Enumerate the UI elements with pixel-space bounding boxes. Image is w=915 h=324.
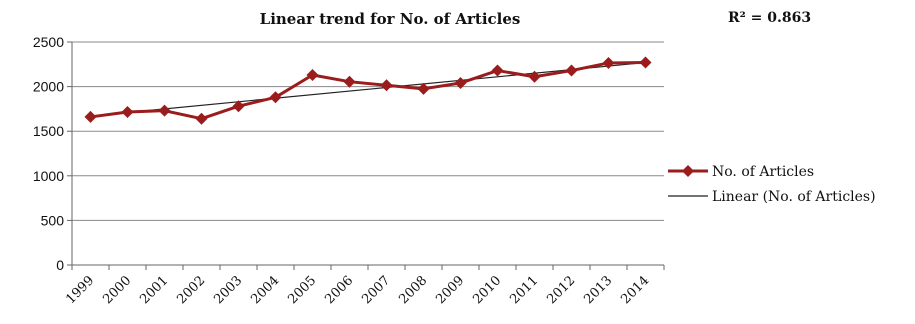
data-point-2003 xyxy=(232,100,245,113)
series-line-articles xyxy=(90,61,646,121)
data-point-2008 xyxy=(417,82,430,95)
x-axis-ticks: 1999 2000 2001 2002 2003 2004 2005 2006 2007 2008… xyxy=(63,265,665,307)
y-tick-label: 2000 xyxy=(33,79,64,95)
data-point-2000 xyxy=(121,106,134,119)
y-tick-label: 1500 xyxy=(33,123,64,139)
y-tick-label: 500 xyxy=(41,212,65,228)
x-tick-label: 2006 xyxy=(322,273,356,307)
r-squared-annotation: R² = 0.863 xyxy=(728,10,811,26)
x-tick-label: 2014 xyxy=(618,273,652,307)
gridlines xyxy=(72,41,664,221)
data-point-2005 xyxy=(306,69,319,82)
x-tick-label: 2005 xyxy=(285,273,319,307)
legend-label-articles: No. of Articles xyxy=(712,164,814,180)
data-point-2001 xyxy=(158,104,171,117)
x-tick-label: 2000 xyxy=(100,273,134,307)
data-point-1999 xyxy=(84,110,97,123)
data-point-2007 xyxy=(380,79,393,92)
x-tick-label: 2004 xyxy=(248,273,282,307)
legend-marker-articles xyxy=(682,165,694,177)
x-tick-label: 2010 xyxy=(470,273,504,307)
x-tick-label: 2011 xyxy=(507,273,541,307)
x-tick-label: 2012 xyxy=(544,273,578,307)
legend: No. of Articles Linear (No. of Articles) xyxy=(668,164,876,205)
chart-title: Linear trend for No. of Articles xyxy=(260,10,521,28)
y-axis-ticks: 0 500 1000 1500 2000 2500 xyxy=(33,34,72,273)
trendline-layer xyxy=(90,61,646,117)
data-point-2011 xyxy=(528,70,541,83)
x-tick-label: 2001 xyxy=(137,273,171,307)
y-tick-label: 1000 xyxy=(33,168,64,184)
data-point-2013 xyxy=(602,56,615,69)
legend-label-linear: Linear (No. of Articles) xyxy=(712,189,876,205)
data-point-2014 xyxy=(639,56,652,69)
x-tick-label: 2008 xyxy=(396,273,430,307)
data-point-2004 xyxy=(269,91,282,104)
data-point-2010 xyxy=(491,64,504,77)
data-point-2002 xyxy=(195,112,208,125)
x-tick-label: 2002 xyxy=(174,273,208,307)
axes xyxy=(71,42,664,266)
data-point-2006 xyxy=(343,75,356,88)
x-tick-label: 1999 xyxy=(63,273,97,307)
trendline xyxy=(90,61,646,117)
x-tick-label: 2007 xyxy=(359,273,393,307)
x-tick-label: 2009 xyxy=(433,273,467,307)
y-tick-label: 2500 xyxy=(33,34,64,50)
x-tick-label: 2013 xyxy=(581,273,615,307)
x-tick-label: 2003 xyxy=(211,273,245,307)
series-layer xyxy=(84,56,652,125)
data-point-2009 xyxy=(454,77,467,90)
data-point-2012 xyxy=(565,64,578,77)
y-tick-label: 0 xyxy=(56,257,64,273)
